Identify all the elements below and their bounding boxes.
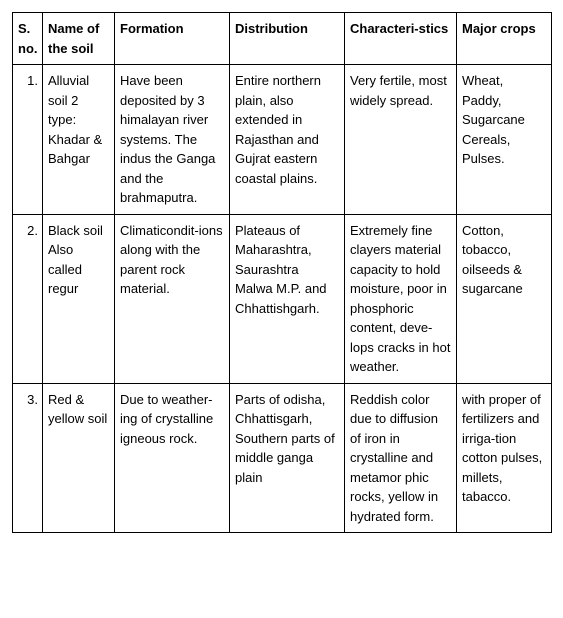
header-characteristics: Characteri-stics [345, 13, 457, 65]
cell-crops: with proper of fertilizers and irriga-ti… [457, 383, 552, 533]
cell-name: Black soil Also called regur [43, 214, 115, 383]
cell-characteristics: Reddish color due to diffusion of iron i… [345, 383, 457, 533]
table-row: 1. Alluvial soil 2 type: Khadar & Bahgar… [13, 65, 552, 215]
cell-name: Alluvial soil 2 type: Khadar & Bahgar [43, 65, 115, 215]
header-formation: Formation [115, 13, 230, 65]
cell-formation: Climaticondit-ions along with the parent… [115, 214, 230, 383]
cell-characteristics: Extremely fine clayers material capacity… [345, 214, 457, 383]
cell-formation: Due to weather-ing of crystalline igneou… [115, 383, 230, 533]
table-row: 2. Black soil Also called regur Climatic… [13, 214, 552, 383]
cell-sno: 3. [13, 383, 43, 533]
table-header: S. no. Name of the soil Formation Distri… [13, 13, 552, 65]
header-row: S. no. Name of the soil Formation Distri… [13, 13, 552, 65]
header-distribution: Distribution [230, 13, 345, 65]
cell-sno: 2. [13, 214, 43, 383]
cell-characteristics: Very fertile, most widely spread. [345, 65, 457, 215]
cell-distribution: Entire northern plain, also extended in … [230, 65, 345, 215]
cell-sno: 1. [13, 65, 43, 215]
cell-name: Red & yellow soil [43, 383, 115, 533]
table-row: 3. Red & yellow soil Due to weather-ing … [13, 383, 552, 533]
table-body: 1. Alluvial soil 2 type: Khadar & Bahgar… [13, 65, 552, 533]
cell-formation: Have been deposited by 3 himalayan river… [115, 65, 230, 215]
header-sno: S. no. [13, 13, 43, 65]
cell-distribution: Parts of odisha, Chhattisgarh, Southern … [230, 383, 345, 533]
cell-distribution: Plateaus of Maharashtra, Saurashtra Malw… [230, 214, 345, 383]
cell-crops: Wheat, Paddy, Sugarcane Cereals, Pulses. [457, 65, 552, 215]
header-name: Name of the soil [43, 13, 115, 65]
soil-table: S. no. Name of the soil Formation Distri… [12, 12, 552, 533]
cell-crops: Cotton, tobacco, oilseeds & sugarcane [457, 214, 552, 383]
header-crops: Major crops [457, 13, 552, 65]
